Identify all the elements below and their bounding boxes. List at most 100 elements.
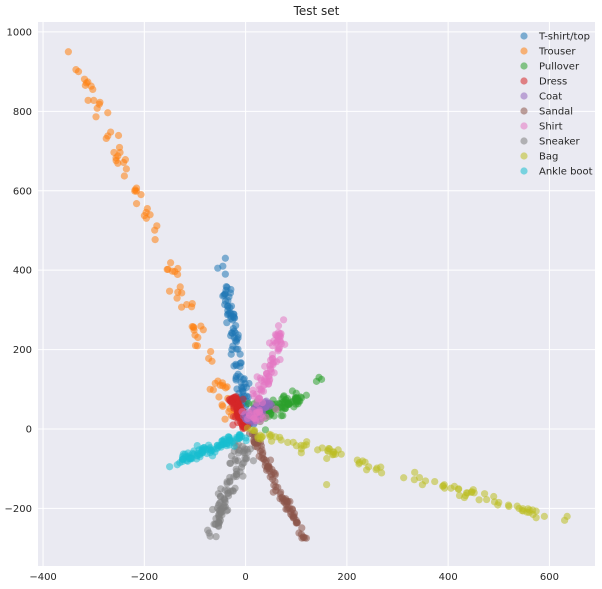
legend-label: Bag [539,152,558,163]
data-points [64,48,571,542]
data-point [174,264,182,273]
data-point [411,468,419,476]
x-tick-label: 0 [242,572,248,583]
data-point [323,480,331,489]
data-point [450,482,458,490]
data-point [212,533,220,541]
legend-label: Shirt [539,122,563,133]
data-point [252,417,260,425]
data-point [277,436,285,444]
data-point [81,81,89,89]
chart-title: Test set [293,4,340,18]
data-point [216,381,224,389]
data-point [231,413,240,421]
legend-label: Pullover [539,62,580,73]
data-point [252,409,260,417]
data-point [237,359,245,367]
y-tick-label: 200 [13,345,32,356]
data-point [223,319,231,327]
data-point [353,456,361,464]
data-point [223,283,231,291]
data-point [362,466,371,474]
data-point [196,453,204,461]
data-point [204,526,212,534]
data-point [234,457,242,465]
legend-label: Dress [539,77,567,88]
data-point [238,383,246,391]
data-point [272,405,280,413]
data-point [323,454,331,463]
data-point [228,329,237,337]
data-point [475,496,483,504]
data-point [314,446,322,454]
data-point [377,463,385,471]
series-8 [243,424,571,524]
data-point [236,350,244,358]
data-point [90,96,98,104]
data-point [143,204,151,213]
data-point [151,236,159,244]
data-point [455,491,464,500]
data-point [221,415,229,423]
data-point [121,156,129,164]
data-point [174,288,182,296]
data-point [93,104,101,112]
data-point [302,534,310,542]
data-point [114,131,123,140]
data-point [244,399,252,408]
data-point [329,448,337,456]
y-tick-label: 800 [13,107,32,118]
data-point [431,477,439,486]
data-point [297,530,305,538]
data-point [221,270,229,278]
data-point [140,212,149,220]
data-point [440,481,448,489]
data-point [208,505,217,514]
series-9 [166,430,250,471]
legend-label: Coat [539,92,562,103]
y-tick-label: 0 [26,425,32,436]
data-point [179,450,187,458]
data-point [263,465,272,473]
data-point [279,411,287,420]
data-point [272,339,280,347]
y-tick-label: 400 [13,266,32,277]
data-point [239,395,247,403]
data-point [561,516,569,524]
data-point [188,303,196,311]
data-point [298,524,306,532]
data-point [227,350,235,358]
data-point [176,459,184,467]
data-point [191,341,200,350]
plot-area [38,22,595,566]
data-point [226,477,234,485]
data-point [495,498,503,507]
data-point [532,514,540,522]
y-tick-label: −200 [5,504,32,515]
data-point [312,377,321,385]
data-point [217,485,225,493]
data-point [206,443,214,452]
legend-marker [520,62,528,70]
data-point [254,432,262,441]
data-point [278,395,286,403]
legend-label: T-shirt/top [538,32,590,43]
data-point [242,455,250,463]
data-point [220,438,228,446]
data-point [243,424,251,432]
data-point [237,463,246,471]
data-point [225,435,234,444]
data-point [250,427,258,435]
x-tick-label: −200 [131,572,158,583]
data-point [418,481,427,489]
data-point [270,358,278,366]
data-point [190,324,198,332]
data-point [262,456,270,465]
legend-marker [520,167,528,175]
data-point [269,488,277,496]
data-point [226,397,235,405]
data-point [483,495,491,504]
data-point [232,376,240,384]
data-point [268,350,277,359]
data-point [258,387,266,395]
